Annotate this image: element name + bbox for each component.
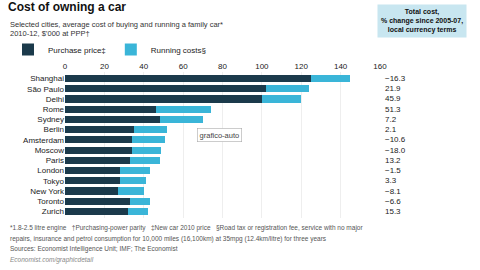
svg-text:Sydney: Sydney	[37, 115, 64, 124]
svg-text:2010-12, $’000 at PPP†: 2010-12, $’000 at PPP†	[10, 29, 90, 38]
svg-text:Sources: Economist Intelligenc: Sources: Economist Intelligence Unit; IM…	[10, 245, 178, 253]
svg-text:20: 20	[100, 62, 109, 71]
svg-text:Berlin: Berlin	[44, 125, 64, 134]
svg-text:7.2: 7.2	[385, 115, 397, 124]
svg-text:15.3: 15.3	[385, 207, 401, 216]
svg-text:40: 40	[139, 62, 148, 71]
svg-text:Total cost,% change since 2005: Total cost,% change since 2005-07,local …	[381, 8, 463, 34]
svg-text:São Paulo: São Paulo	[27, 85, 64, 94]
svg-text:Selected cities, average cost: Selected cities, average cost of buying …	[10, 20, 223, 29]
svg-text:Moscow: Moscow	[35, 146, 65, 155]
svg-text:Cost of owning a car: Cost of owning a car	[8, 0, 126, 14]
svg-text:Amsterdam: Amsterdam	[23, 136, 64, 145]
svg-text:Shanghai: Shanghai	[30, 74, 64, 83]
svg-text:120: 120	[295, 62, 309, 71]
svg-text:Running costs§: Running costs§	[151, 46, 206, 55]
svg-text:Purchase price‡: Purchase price‡	[48, 46, 106, 55]
svg-text:repairs, insurance and petrol: repairs, insurance and petrol consumptio…	[10, 235, 327, 243]
svg-text:0: 0	[63, 62, 68, 71]
svg-text:13.2: 13.2	[385, 156, 401, 165]
svg-text:New York: New York	[30, 187, 65, 196]
svg-text:160: 160	[373, 62, 387, 71]
svg-text:grafico-auto: grafico-auto	[200, 131, 240, 140]
svg-text:*1.8-2.5 litre engine †Purch: *1.8-2.5 litre engine †Purchasing-power …	[10, 224, 363, 232]
svg-text:45.9: 45.9	[385, 94, 401, 103]
svg-text:51.3: 51.3	[385, 105, 401, 114]
svg-text:80: 80	[218, 62, 227, 71]
svg-text:Tokyo: Tokyo	[43, 177, 64, 186]
svg-text:Paris: Paris	[46, 156, 64, 165]
svg-text:Economist.com/graphicdetail: Economist.com/graphicdetail	[10, 256, 94, 264]
svg-text:Zurich: Zurich	[42, 207, 64, 216]
svg-text:−6.6: −6.6	[385, 197, 401, 206]
svg-text:Delhi: Delhi	[46, 95, 64, 104]
svg-text:−16.3: −16.3	[385, 74, 406, 83]
svg-text:140: 140	[334, 62, 348, 71]
svg-text:−1.5: −1.5	[385, 166, 401, 175]
svg-text:−10.6: −10.6	[385, 135, 406, 144]
svg-text:60: 60	[179, 62, 188, 71]
svg-text:−18.0: −18.0	[385, 146, 406, 155]
svg-text:Toronto: Toronto	[37, 197, 64, 206]
svg-text:Rome: Rome	[43, 105, 65, 114]
svg-text:3.3: 3.3	[385, 176, 397, 185]
svg-text:21.9: 21.9	[385, 84, 401, 93]
svg-text:100: 100	[255, 62, 269, 71]
svg-text:2.1: 2.1	[385, 125, 397, 134]
svg-text:−8.1: −8.1	[385, 187, 401, 196]
svg-text:London: London	[37, 166, 64, 175]
